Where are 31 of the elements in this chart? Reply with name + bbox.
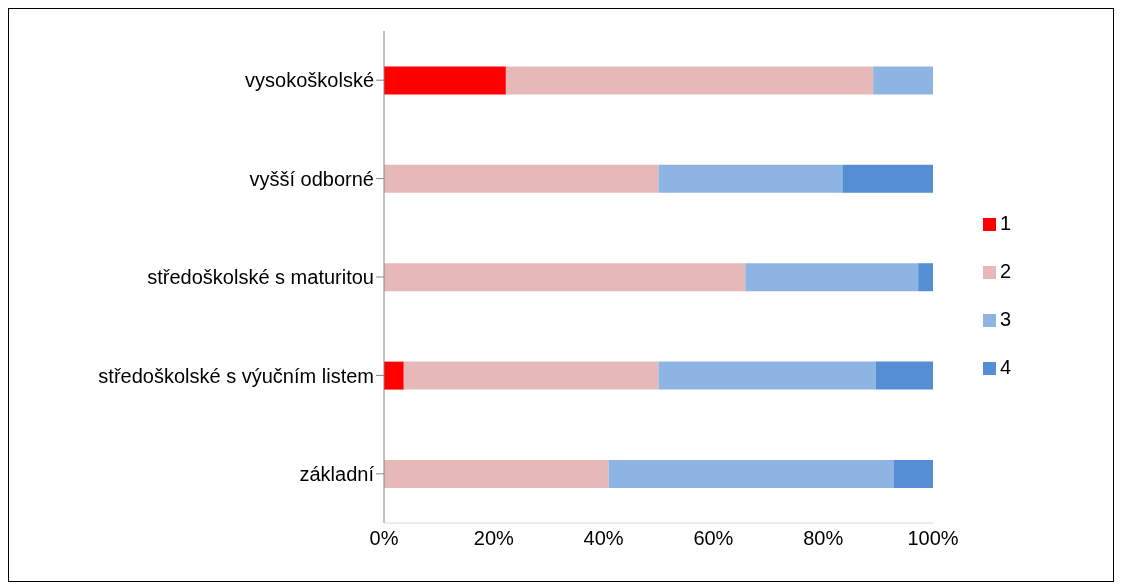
bar [505,66,874,95]
x-tick-label: 100% [907,527,959,550]
y-tick-label: vyšší odborné [249,167,374,190]
x-tick-label: 20% [473,527,515,550]
y-tick-label: středoškolské s výučním listem [98,364,374,387]
legend-label: 1 [1000,212,1012,234]
x-tick-label: 40% [583,527,624,550]
bar [918,263,933,292]
bar [384,66,506,95]
y-tick-label: základní [299,462,375,485]
x-tick-label: 0% [369,527,399,550]
y-tick-label: vysokoškolské [245,69,374,92]
bar [384,263,746,292]
legend-label: 2 [1000,260,1012,282]
bar [403,361,659,390]
bar [658,361,876,390]
bar [842,164,933,193]
y-tick-label: středoškolské s maturitou [147,266,374,289]
legend-label: 4 [1000,356,1012,378]
legend-label: 3 [1000,308,1012,330]
bar [384,361,404,390]
bar [893,460,933,489]
bar [875,361,933,390]
bar [608,460,894,489]
bar [873,66,933,95]
bar [384,460,609,489]
x-tick-label: 60% [693,527,734,550]
bar [384,164,659,193]
bar [658,164,843,193]
x-tick-label: 80% [803,527,844,550]
bar [745,263,919,292]
